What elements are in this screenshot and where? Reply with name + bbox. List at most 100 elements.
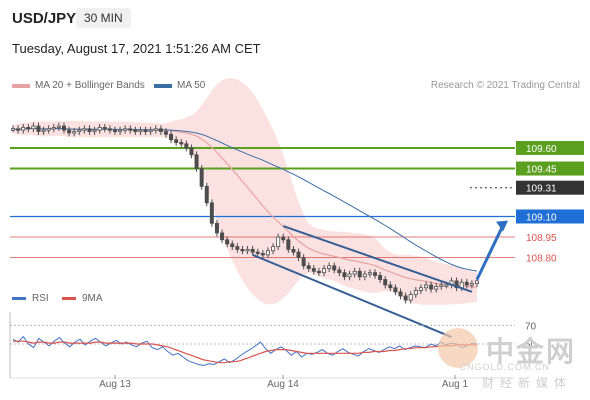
- candle: [189, 147, 194, 156]
- candle: [41, 129, 46, 133]
- candle: [10, 128, 15, 131]
- price-tag-109.60: 109.60: [526, 144, 557, 155]
- candle: [383, 279, 388, 286]
- time-tick-label: Aug 13: [99, 379, 131, 390]
- candle: [464, 281, 469, 286]
- candle: [67, 129, 72, 134]
- candle: [220, 232, 225, 241]
- candle: [138, 129, 143, 133]
- legend-bollinger-label: MA 20 + Bollinger Bands: [35, 80, 145, 91]
- candle: [143, 129, 148, 133]
- candle: [429, 284, 434, 290]
- candle: [301, 257, 306, 267]
- candle: [388, 284, 393, 289]
- candle: [72, 131, 77, 134]
- candle: [148, 129, 153, 133]
- tag-pointer-icon: [516, 140, 522, 155]
- candle: [474, 280, 479, 285]
- candle: [271, 246, 276, 252]
- candle: [322, 268, 327, 274]
- candle: [413, 290, 418, 295]
- candle: [128, 128, 133, 131]
- candle: [163, 131, 168, 135]
- candle: [194, 154, 199, 169]
- watermark-url: CNGOLD.COM.CN: [459, 362, 550, 372]
- candle: [230, 243, 235, 248]
- candle: [56, 125, 61, 128]
- candle: [311, 268, 316, 272]
- price-tag-108.95: 108.95: [526, 233, 557, 244]
- candle: [337, 269, 342, 274]
- rsi-level-label-70: 70: [525, 321, 537, 332]
- candle: [153, 128, 158, 131]
- price-tag-108.80: 108.80: [526, 254, 557, 265]
- candle: [439, 284, 444, 287]
- bollinger-band-layer: [13, 78, 477, 305]
- legend-bollinger: MA 20 + Bollinger Bands: [12, 80, 145, 91]
- candle: [169, 133, 174, 141]
- candle: [362, 273, 367, 278]
- candle: [265, 250, 270, 256]
- price-tag-109.10: 109.10: [526, 212, 557, 223]
- candle: [255, 251, 260, 255]
- legend-9ma-swatch: [62, 297, 76, 300]
- candle: [225, 239, 230, 245]
- candle: [408, 294, 413, 301]
- watermark-name: 中金网: [485, 336, 576, 367]
- candle: [174, 139, 179, 143]
- candle: [398, 291, 403, 297]
- candle: [77, 129, 82, 133]
- candle: [332, 265, 337, 271]
- candles-layer: [10, 122, 479, 304]
- timeframe-badge[interactable]: 30 MIN: [76, 8, 131, 28]
- price-tag-bg-109.31: [516, 180, 584, 195]
- price-tag-109.45: 109.45: [526, 165, 557, 176]
- candle: [123, 128, 128, 131]
- candle: [61, 125, 66, 131]
- price-tag-bg-109.10: [516, 209, 584, 224]
- candle: [342, 272, 347, 278]
- legend-rsi-swatch: [12, 297, 26, 300]
- price-tag-109.31: 109.31: [526, 184, 557, 195]
- bollinger-band: [13, 78, 477, 305]
- symbol-title: USD/JPY: [12, 10, 77, 27]
- candle: [204, 185, 209, 204]
- rsi-line: [12, 335, 478, 367]
- candle: [87, 128, 92, 132]
- price-tag-bg-109.60: [516, 140, 584, 155]
- candle: [46, 128, 51, 131]
- legend-rsi: RSI: [12, 293, 49, 304]
- candle: [469, 283, 474, 286]
- candle: [82, 128, 87, 131]
- candle: [158, 128, 163, 132]
- candle: [260, 253, 265, 256]
- legend-ma50: MA 50: [154, 80, 205, 91]
- candle: [403, 295, 408, 301]
- legend-ma50-label: MA 50: [177, 80, 206, 91]
- candle: [306, 265, 311, 269]
- candle: [102, 127, 107, 130]
- candle: [133, 129, 138, 133]
- candle: [434, 285, 439, 290]
- time-axis: Aug 13 Aug 14 Aug 1: [10, 375, 515, 390]
- candle: [327, 265, 332, 269]
- candle: [179, 142, 184, 145]
- candle: [245, 248, 250, 252]
- watermark-logo-icon: [438, 328, 478, 368]
- candle: [373, 272, 378, 276]
- candle: [378, 275, 383, 280]
- target-arrow-icon: [496, 220, 508, 232]
- rsi-ma-line: [13, 340, 477, 364]
- candle: [97, 127, 102, 131]
- candle: [418, 287, 423, 291]
- candle: [31, 125, 36, 130]
- candle: [184, 143, 189, 149]
- candle: [352, 270, 357, 275]
- candle: [240, 248, 245, 252]
- candle: [16, 128, 21, 131]
- time-tick-label: Aug 14: [267, 379, 299, 390]
- candle: [92, 129, 97, 133]
- watermark-tagline: 财经新媒体: [481, 376, 572, 390]
- candle: [367, 272, 372, 275]
